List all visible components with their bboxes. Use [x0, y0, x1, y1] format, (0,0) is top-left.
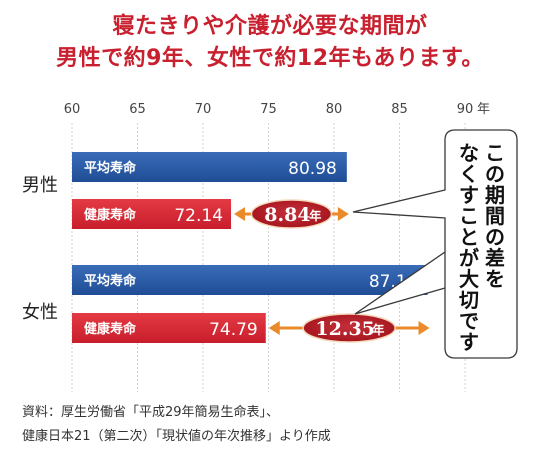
callout-text-char: こ — [459, 204, 479, 228]
callout-text-char: こ — [485, 141, 505, 165]
group-label: 女性 — [22, 302, 58, 323]
average-lifespan-bar — [72, 152, 347, 182]
gap-arrow-head-left — [234, 207, 246, 221]
gap-unit-label: 年 — [372, 322, 384, 337]
gap-arrow-head-right — [337, 207, 349, 221]
callout-text-char: な — [459, 141, 479, 165]
average-lifespan-bar — [72, 265, 428, 295]
gap-value-badge — [250, 199, 333, 229]
chart-title-line-2: 男性で約9年、女性で約12年もあります。 — [56, 46, 484, 71]
bar-value-label: 74.79 — [209, 320, 258, 340]
callout-text-char: 期 — [485, 183, 505, 207]
x-tick-label: 60 — [64, 102, 81, 117]
gap-value-label: 12.35 — [315, 318, 375, 340]
x-tick-label: 80 — [326, 102, 343, 117]
callout-text-char: が — [459, 246, 479, 270]
bar-category-label: 健康寿命 — [84, 321, 137, 337]
callout-text-char: で — [459, 309, 479, 333]
callout-text-char: く — [459, 162, 479, 186]
callout-text-char: 差 — [485, 246, 505, 270]
callout-text-char: す — [459, 330, 479, 354]
healthy-lifespan-bar — [72, 313, 266, 343]
healthy-lifespan-bar — [72, 199, 232, 229]
gap-unit-label: 年 — [309, 208, 321, 223]
x-tick-label: 70 — [195, 102, 212, 117]
gap-arrow-head-right — [418, 321, 430, 335]
callout-text-char: と — [459, 225, 479, 249]
bar-category-label: 平均寿命 — [84, 160, 137, 176]
callout-text-char: を — [485, 267, 505, 291]
x-tick-label: 75 — [260, 102, 277, 117]
callout-bubble — [352, 129, 518, 359]
callout-text-char: の — [485, 225, 505, 249]
source-note-line-1: 資料：厚生労働省「平成29年簡易生命表」、 — [22, 405, 280, 420]
x-tick-label: 65 — [129, 102, 146, 117]
gap-value-badge — [302, 313, 396, 343]
x-tick-label: 90 — [457, 102, 474, 117]
gap-arrow-head-left — [268, 321, 280, 335]
bar-value-label: 80.98 — [288, 159, 337, 179]
callout-text-char: の — [485, 162, 505, 186]
x-axis-unit: 年 — [477, 102, 490, 117]
callout-text-char: 切 — [459, 288, 479, 312]
callout-text-char: 大 — [459, 267, 479, 291]
source-note-line-2: 健康日本21（第二次）「現状値の年次推移」より作成 — [22, 429, 331, 444]
callout-text-char: す — [459, 183, 479, 207]
bar-value-label: 72.14 — [174, 206, 223, 226]
bar-category-label: 平均寿命 — [84, 273, 137, 289]
callout-text-char: 間 — [485, 204, 505, 228]
group-label: 男性 — [22, 175, 58, 196]
bar-category-label: 健康寿命 — [84, 207, 137, 223]
chart-title-line-1: 寝たきりや介護が必要な期間が — [112, 14, 428, 39]
gap-value-label: 8.84 — [264, 204, 310, 226]
x-tick-label: 85 — [391, 102, 408, 117]
